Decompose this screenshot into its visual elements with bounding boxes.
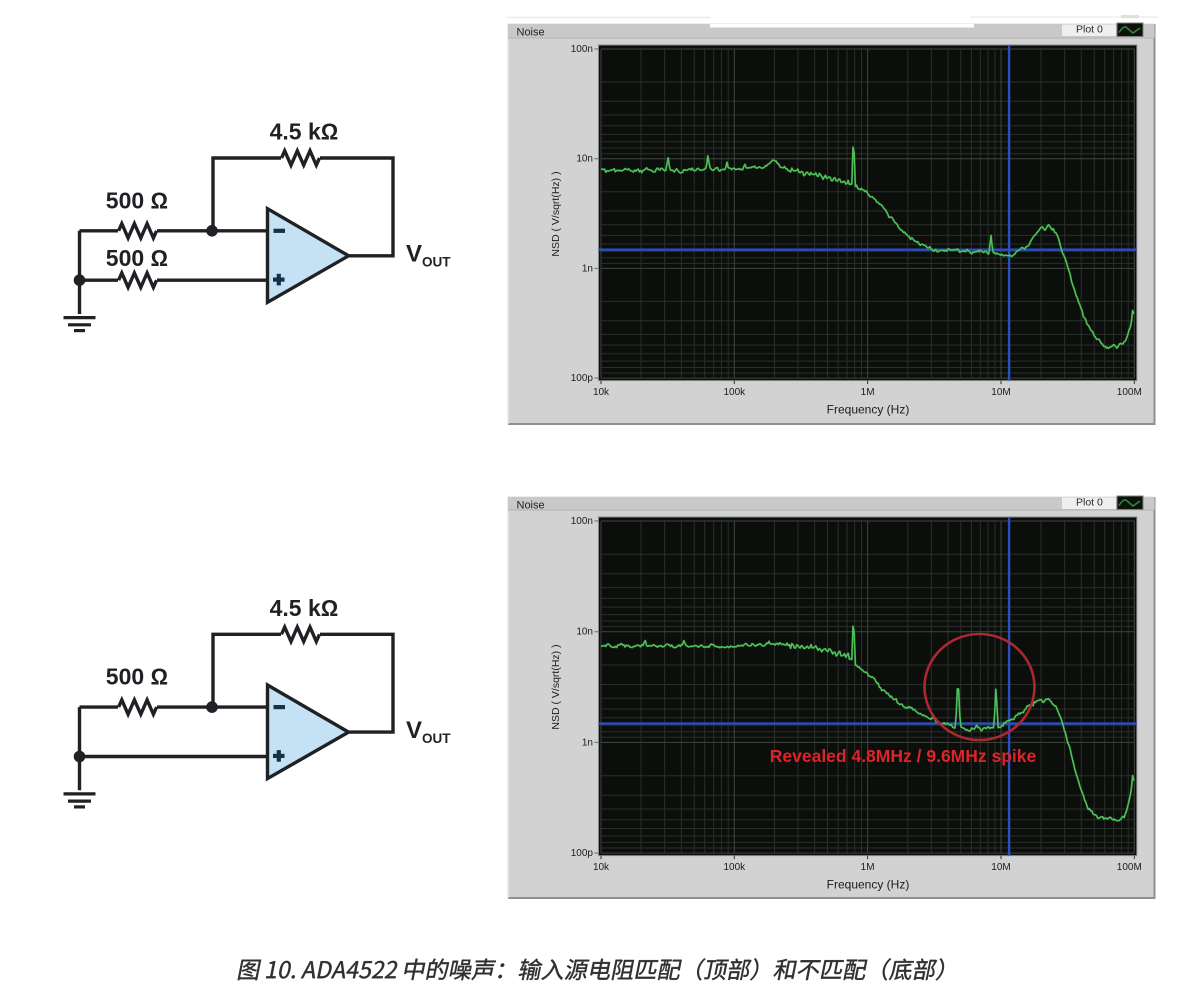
svg-text:OUT: OUT	[422, 731, 451, 746]
svg-text:Revealed 4.8MHz / 9.6MHz spike: Revealed 4.8MHz / 9.6MHz spike	[770, 746, 1037, 766]
svg-text:Noise: Noise	[517, 499, 545, 511]
svg-text:1n: 1n	[582, 263, 593, 274]
svg-text:NSD ( V/sqrt(Hz) ): NSD ( V/sqrt(Hz) )	[550, 171, 562, 256]
svg-text:Noise: Noise	[517, 26, 545, 38]
svg-text:100k: 100k	[723, 387, 746, 398]
svg-text:Plot 0: Plot 0	[1076, 497, 1103, 509]
svg-text:Frequency (Hz): Frequency (Hz)	[827, 878, 910, 892]
svg-text:NSD ( V/sqrt(Hz) ): NSD ( V/sqrt(Hz) )	[550, 644, 562, 729]
svg-text:10k: 10k	[593, 862, 610, 873]
svg-text:V: V	[406, 717, 422, 744]
svg-text:1M: 1M	[861, 862, 875, 873]
svg-text:100n: 100n	[571, 44, 593, 55]
svg-text:100M: 100M	[1117, 387, 1142, 398]
svg-text:10n: 10n	[576, 154, 593, 165]
svg-text:OUT: OUT	[422, 255, 451, 270]
svg-text:100p: 100p	[571, 373, 594, 384]
svg-text:100n: 100n	[571, 516, 593, 527]
svg-text:V: V	[406, 241, 422, 268]
svg-text:500 Ω: 500 Ω	[106, 664, 168, 690]
svg-text:100k: 100k	[723, 862, 746, 873]
svg-text:1M: 1M	[861, 387, 875, 398]
svg-text:100p: 100p	[571, 848, 594, 859]
svg-text:Frequency (Hz): Frequency (Hz)	[827, 403, 910, 417]
svg-text:10n: 10n	[576, 627, 593, 638]
svg-text:500 Ω: 500 Ω	[106, 187, 168, 213]
svg-text:4.5 kΩ: 4.5 kΩ	[270, 119, 339, 145]
svg-text:Plot 0: Plot 0	[1076, 24, 1103, 36]
svg-text:1n: 1n	[582, 737, 593, 748]
svg-text:10M: 10M	[991, 862, 1010, 873]
svg-text:4.5 kΩ: 4.5 kΩ	[270, 595, 339, 621]
svg-text:10k: 10k	[593, 387, 610, 398]
svg-text:100M: 100M	[1117, 862, 1142, 873]
svg-text:10M: 10M	[991, 387, 1010, 398]
svg-text:500 Ω: 500 Ω	[106, 245, 168, 271]
